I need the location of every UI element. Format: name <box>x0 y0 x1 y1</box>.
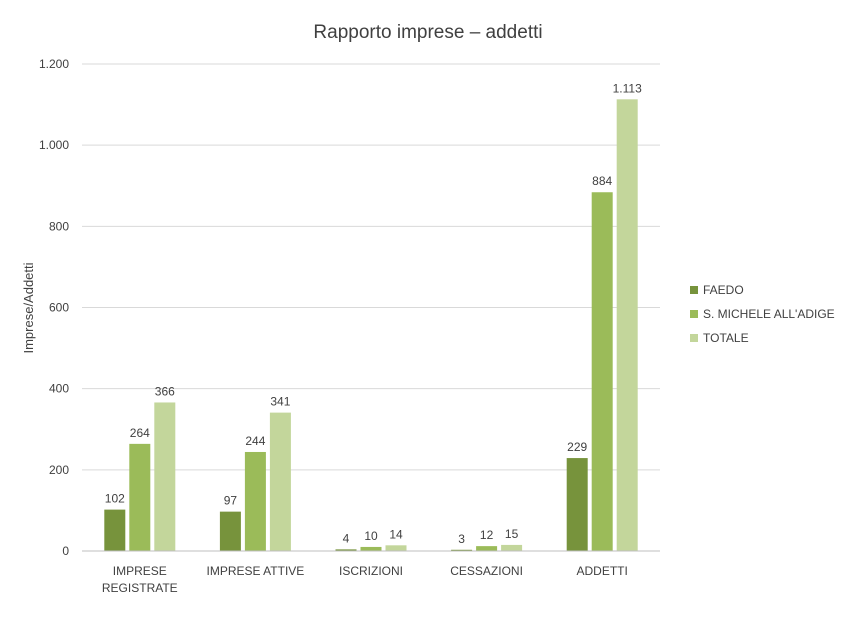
y-tick-label: 200 <box>49 463 69 477</box>
data-label: 14 <box>389 527 403 541</box>
legend-entry: TOTALE <box>703 331 749 345</box>
data-label: 244 <box>245 434 265 448</box>
y-tick-label: 0 <box>62 544 69 558</box>
y-axis-label: Imprese/Addetti <box>21 262 36 353</box>
bar <box>360 546 382 551</box>
x-tick-label: IMPRESE <box>113 564 167 578</box>
legend-entry: FAEDO <box>703 283 744 297</box>
bar <box>616 99 638 552</box>
data-label: 229 <box>567 440 587 454</box>
x-tick-label: IMPRESE ATTIVE <box>206 564 304 578</box>
bar <box>451 549 473 551</box>
y-tick-label: 1.200 <box>39 57 69 71</box>
data-label: 4 <box>343 531 350 545</box>
bar <box>501 544 523 551</box>
data-label: 10 <box>364 529 378 543</box>
y-tick-label: 400 <box>49 382 69 396</box>
x-tick-label: CESSAZIONI <box>450 564 523 578</box>
chart-title: Rapporto imprese – addetti <box>313 22 542 43</box>
data-label: 884 <box>592 174 612 188</box>
data-label: 12 <box>480 528 494 542</box>
x-axis-ticks: IMPRESE REGISTRATE IMPRESE ATTIVE ISCRIZION… <box>102 564 628 595</box>
data-label: 341 <box>270 395 290 409</box>
bars <box>104 99 638 552</box>
bar <box>104 509 126 551</box>
data-label: 3 <box>458 532 465 546</box>
y-tick-label: 600 <box>49 301 69 315</box>
x-tick-label: REGISTRATE <box>102 581 178 595</box>
bar <box>154 402 176 551</box>
y-tick-label: 800 <box>49 219 69 233</box>
bar <box>566 458 588 551</box>
bar <box>219 511 241 551</box>
y-tick-label: 1.000 <box>39 138 69 152</box>
bar <box>269 412 291 551</box>
bar <box>335 549 357 551</box>
bar <box>129 443 151 551</box>
data-label: 366 <box>155 384 175 398</box>
data-label: 97 <box>224 494 238 508</box>
bar <box>476 546 498 551</box>
bar <box>244 451 266 551</box>
data-label: 15 <box>505 527 519 541</box>
legend-entry: S. MICHELE ALL'ADIGE <box>703 307 835 321</box>
legend-swatch <box>690 310 698 318</box>
gridlines <box>82 63 660 471</box>
data-label: 102 <box>105 492 125 506</box>
legend-swatch <box>690 286 698 294</box>
y-axis-ticks: 0 200 400 600 800 1.000 1.200 <box>39 57 69 558</box>
x-tick-label: ISCRIZIONI <box>339 564 403 578</box>
bar <box>385 545 407 551</box>
legend: FAEDO S. MICHELE ALL'ADIGE TOTALE <box>690 283 835 345</box>
data-label: 1.113 <box>613 81 642 95</box>
data-label: 264 <box>130 426 150 440</box>
data-labels: 102 264 366 97 244 341 4 10 14 3 12 15 229 884 1.113 <box>105 81 642 545</box>
legend-swatch <box>690 334 698 342</box>
bar <box>591 192 613 551</box>
x-tick-label: ADDETTI <box>577 564 628 578</box>
